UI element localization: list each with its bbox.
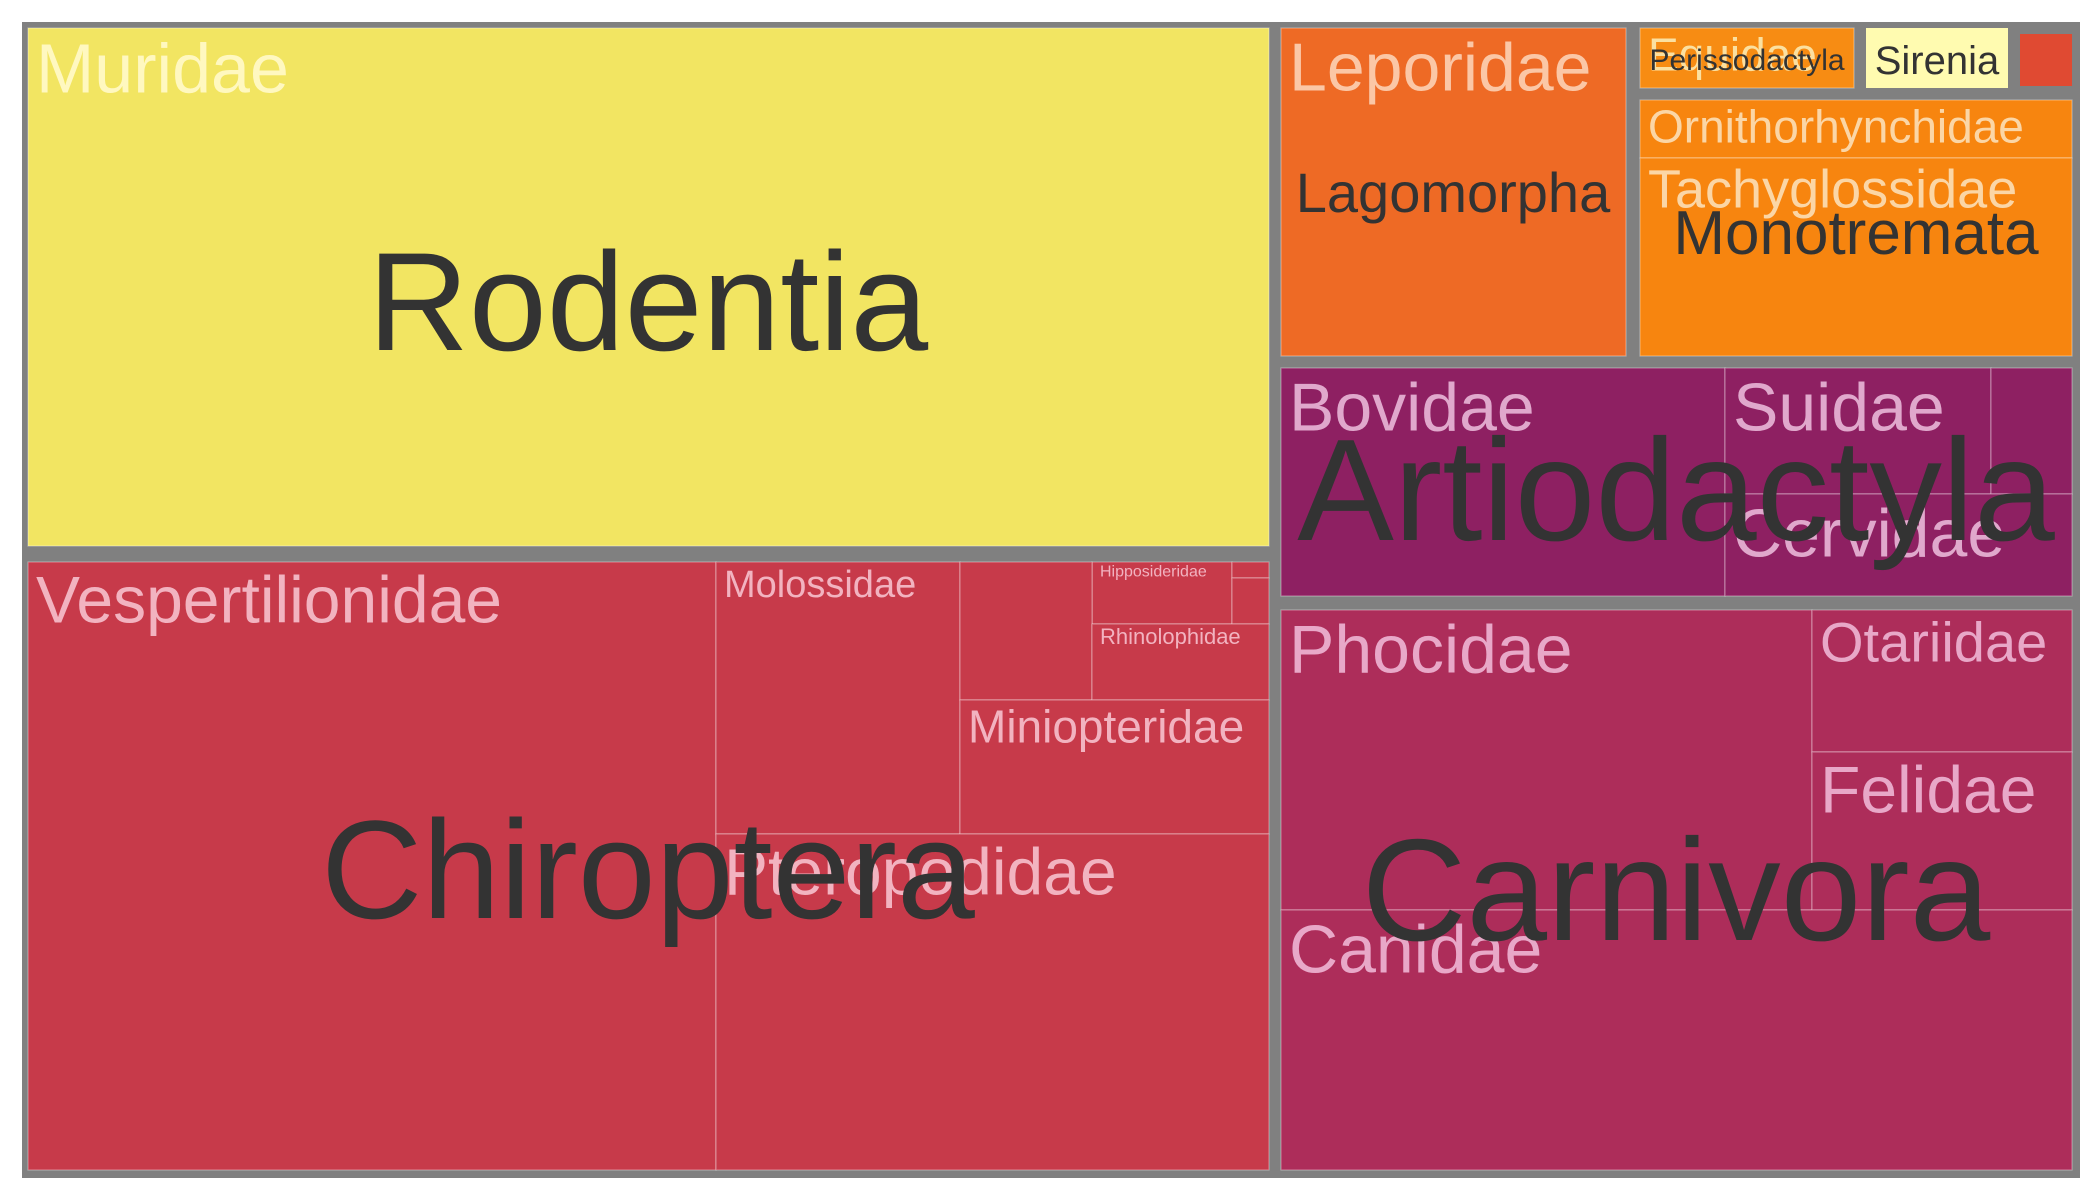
order-label-perissodactyla: Perissodactyla [1649, 44, 1844, 77]
family-tile-otariidae[interactable] [1811, 609, 2073, 753]
family-label-hipposideridae: Hipposideridae [1100, 564, 1207, 581]
order-tile-order-5[interactable] [2020, 34, 2072, 86]
family-label-phocidae: Phocidae [1289, 612, 1573, 688]
family-label-leporidae: Leporidae [1289, 30, 1591, 106]
family-label-equidae: Equidae [1648, 28, 1817, 80]
family-label-vespertilionidae: Vespertilionidae [36, 563, 502, 637]
family-label-pteropodidae: Pteropodidae [724, 835, 1117, 909]
order-label-sirenia: Sirenia [1875, 39, 2000, 83]
order-label-artiodactyla: Artiodactyla [1297, 409, 2055, 571]
order-label-rodentia: Rodentia [368, 223, 929, 380]
family-label-felidae: Felidae [1820, 753, 2036, 827]
family-label-cervidae: Cervidae [1733, 496, 2005, 572]
order-label-lagomorpha: Lagomorpha [1296, 161, 1611, 224]
family-tile-suidae[interactable] [1724, 367, 1992, 495]
family-tile-family-1-4[interactable] [1231, 577, 1270, 625]
family-tile-bovidae[interactable] [1280, 367, 1726, 597]
family-tile-phocidae[interactable] [1280, 609, 1813, 911]
family-tile-pteropodidae[interactable] [715, 833, 1270, 1171]
family-tile-tachyglossidae[interactable] [1639, 157, 2073, 357]
family-tile-felidae[interactable] [1811, 751, 2073, 911]
family-label-suidae: Suidae [1733, 370, 1945, 446]
family-tile-miniopteridae[interactable] [959, 699, 1270, 835]
family-label-ornithorhynchidae: Ornithorhynchidae [1648, 100, 2024, 152]
family-tile-leporidae[interactable] [1280, 27, 1627, 357]
family-label-bovidae: Bovidae [1289, 370, 1535, 446]
family-label-tachyglossidae: Tachyglossidae [1648, 160, 2017, 220]
family-tile-equidae[interactable] [1639, 27, 1855, 89]
order-label-chiroptera: Chiroptera [321, 791, 975, 948]
family-tile-family-7-2[interactable] [1990, 367, 2073, 495]
family-label-rhinolophidae: Rhinolophidae [1100, 624, 1241, 649]
family-tile-family-1-3[interactable] [1231, 561, 1270, 579]
family-tile-canidae[interactable] [1280, 909, 2073, 1171]
family-tile-family-1-5[interactable] [959, 561, 1093, 701]
family-label-miniopteridae: Miniopteridae [968, 700, 1244, 752]
family-label-muridae: Muridae [36, 29, 289, 107]
family-tile-muridae[interactable] [27, 27, 1270, 547]
family-tile-cervidae[interactable] [1724, 493, 2073, 597]
family-label-canidae: Canidae [1289, 912, 1542, 988]
family-label-molossidae: Molossidae [724, 564, 916, 606]
order-tile-sirenia[interactable] [1866, 28, 2008, 88]
family-label-otariidae: Otariidae [1820, 611, 2047, 674]
order-label-carnivora: Carnivora [1362, 809, 1991, 971]
family-tile-vespertilionidae[interactable] [27, 561, 717, 1171]
order-label-monotremata: Monotremata [1673, 199, 2039, 268]
